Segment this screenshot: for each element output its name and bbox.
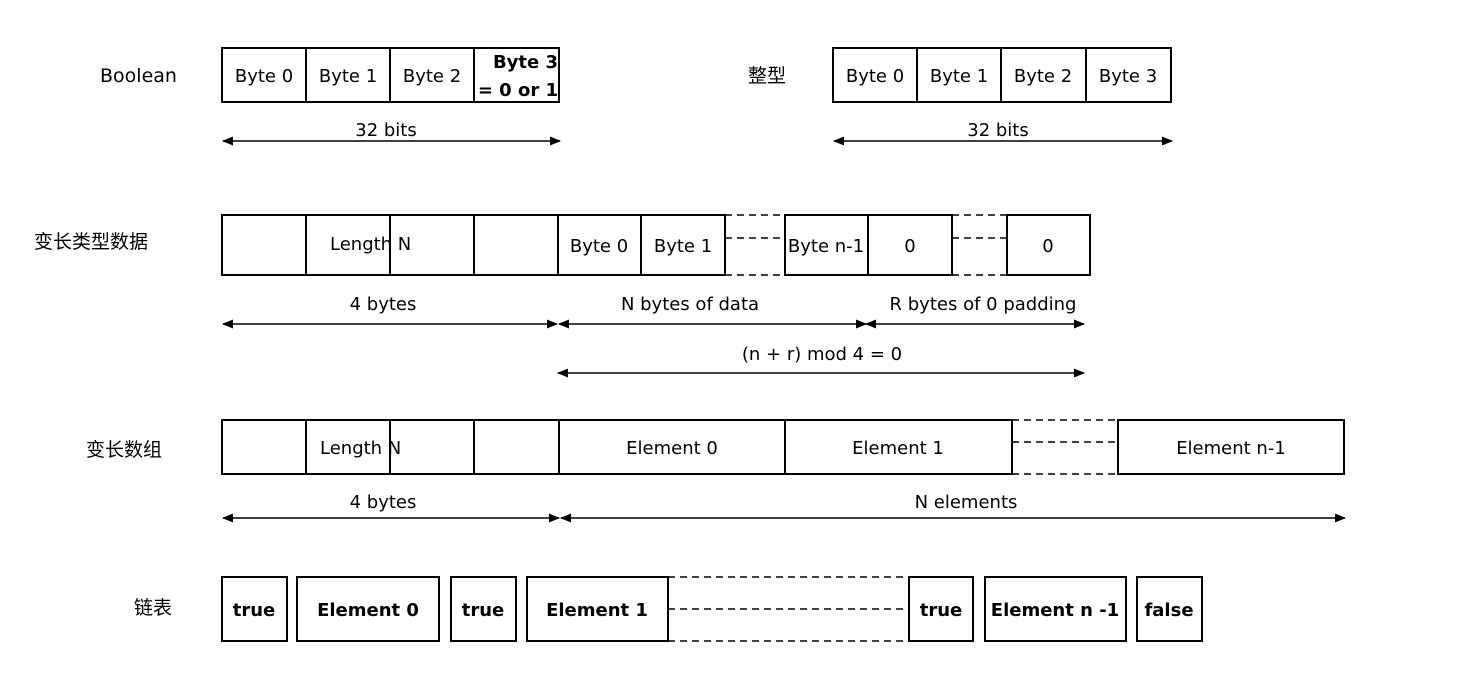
list-element-0: Element 0 <box>317 600 419 621</box>
length-byte-cell <box>221 214 307 276</box>
boolean-byte-3-cell <box>473 47 560 103</box>
boolean-span-label: 32 bits <box>355 120 417 141</box>
integer-byte-0: Byte 0 <box>846 66 904 87</box>
list-flag-cell <box>908 576 974 642</box>
variable-data-length-field: Length N <box>221 214 559 276</box>
array-length-span-label: 4 bytes <box>350 492 417 513</box>
pad-zero-0: 0 <box>904 236 915 257</box>
array-element-1: Element 1 <box>852 438 944 459</box>
data-byte-last-cell <box>784 214 869 276</box>
pad-zero-last: 0 <box>1042 236 1053 257</box>
list-element-last: Element n -1 <box>991 600 1119 621</box>
data-span-label: N bytes of data <box>621 294 759 315</box>
list-flag-false: false <box>1144 600 1193 621</box>
list-flag-true-0: true <box>233 600 276 621</box>
mod-constraint-label: (n + r) mod 4 = 0 <box>742 344 902 365</box>
integer-byte-1: Byte 1 <box>930 66 988 87</box>
array-elements-span-label: N elements <box>915 492 1018 513</box>
boolean-byte-1: Byte 1 <box>319 66 377 87</box>
linked-list-label: 链表 <box>134 597 172 619</box>
length-byte-cell <box>389 214 475 276</box>
data-byte-0-cell <box>557 214 642 276</box>
array-length-byte-cell <box>389 419 475 475</box>
variable-array-length-text: Length N <box>320 438 401 459</box>
variable-array-length-field: Length N <box>221 419 560 475</box>
boolean-label: Boolean <box>100 65 177 87</box>
variable-array-elements: Element 0 Element 1 Element n-1 <box>558 419 1345 475</box>
list-element-cell <box>984 576 1127 642</box>
integer-byte-3: Byte 3 <box>1099 66 1157 87</box>
variable-data-length-text: Length N <box>330 234 411 255</box>
list-flag-true-last: true <box>920 600 963 621</box>
list-flag-cell <box>450 576 517 642</box>
array-element-last-cell <box>1117 419 1345 475</box>
data-byte-1-cell <box>640 214 726 276</box>
list-element-cell <box>296 576 440 642</box>
data-byte-last: Byte n-1 <box>788 236 864 257</box>
list-flag-true-1: true <box>462 600 505 621</box>
boolean-byte-1-cell <box>305 47 391 103</box>
array-element-last: Element n-1 <box>1176 438 1286 459</box>
boolean-byte-0: Byte 0 <box>235 66 293 87</box>
array-element-0-cell <box>558 419 786 475</box>
boolean-byte-3-line1: Byte 3 <box>493 52 558 73</box>
list-element-cell <box>526 576 669 642</box>
integer-label: 整型 <box>748 65 786 87</box>
boolean-byte-0-cell <box>221 47 307 103</box>
length-byte-cell <box>305 214 391 276</box>
integer-byte-2: Byte 2 <box>1014 66 1072 87</box>
boolean-bytes: Byte 0 Byte 1 Byte 2 Byte 3 = 0 or 1 <box>221 47 560 103</box>
padding-span-label: R bytes of 0 padding <box>890 294 1077 315</box>
array-length-byte-cell <box>221 419 307 475</box>
integer-span-label: 32 bits <box>967 120 1029 141</box>
variable-array-label: 变长数组 <box>86 439 162 461</box>
pad-cell-0 <box>867 214 953 276</box>
list-end-flag-cell <box>1136 576 1203 642</box>
boolean-byte-2: Byte 2 <box>403 66 461 87</box>
list-flag-cell <box>221 576 288 642</box>
data-byte-1: Byte 1 <box>654 236 712 257</box>
variable-data-bytes: Byte 0 Byte 1 Byte n-1 <box>557 214 869 276</box>
variable-data-label: 变长类型数据 <box>34 231 148 253</box>
linked-list-nodes: true Element 0 true Element 1 true Eleme… <box>221 576 1203 642</box>
boolean-byte-2-cell <box>389 47 475 103</box>
variable-data-padding: 0 0 <box>867 214 1091 276</box>
integer-byte-3-cell <box>1085 47 1172 103</box>
array-length-byte-cell <box>305 419 391 475</box>
pad-cell-last <box>1006 214 1091 276</box>
integer-bytes: Byte 0 Byte 1 Byte 2 Byte 3 <box>832 47 1172 103</box>
boolean-byte-3-line2: = 0 or 1 <box>478 80 558 101</box>
length-byte-cell <box>473 214 559 276</box>
array-element-0: Element 0 <box>626 438 718 459</box>
length-span-label: 4 bytes <box>350 294 417 315</box>
array-element-1-cell <box>784 419 1013 475</box>
list-element-1: Element 1 <box>546 600 648 621</box>
data-byte-0: Byte 0 <box>570 236 628 257</box>
array-length-byte-cell <box>473 419 560 475</box>
